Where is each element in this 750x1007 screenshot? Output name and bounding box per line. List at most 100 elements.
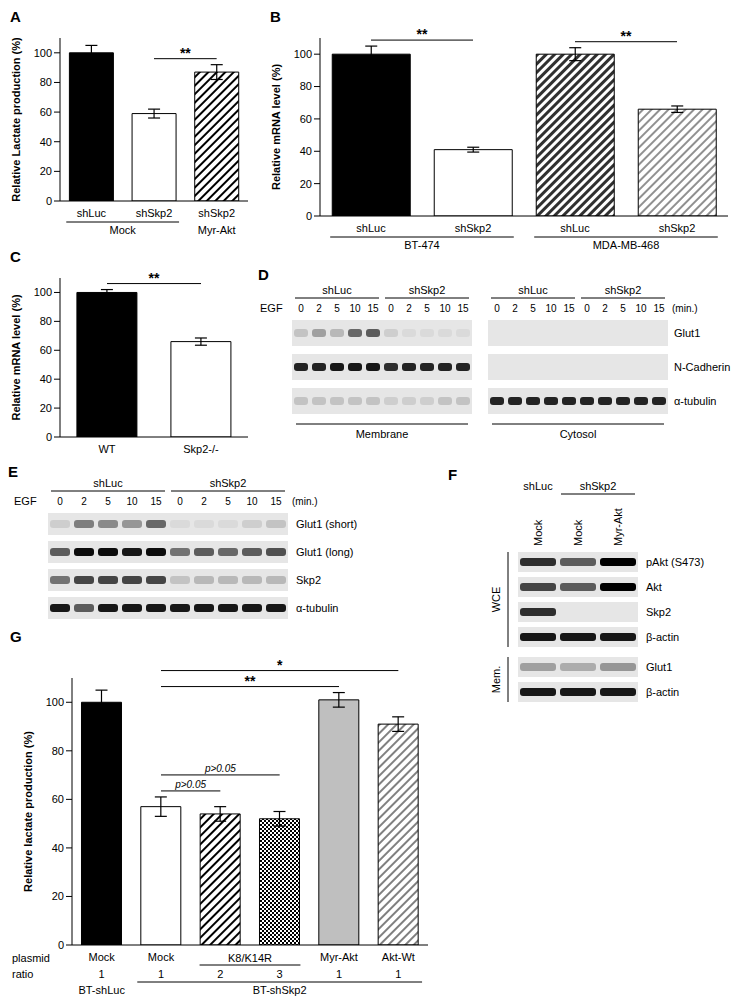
svg-text:Glut1 (long): Glut1 (long) [296,546,353,558]
svg-text:15: 15 [457,303,469,314]
svg-text:Mock: Mock [110,224,137,236]
svg-text:2: 2 [316,303,322,314]
svg-text:5: 5 [424,303,430,314]
svg-text:B: B [270,8,281,25]
svg-text:10: 10 [126,496,138,507]
svg-text:**: ** [621,28,632,44]
svg-text:2: 2 [217,968,223,980]
svg-text:Myr-Akt: Myr-Akt [320,951,358,963]
svg-text:Relative mRNA level (%): Relative mRNA level (%) [10,294,22,420]
svg-text:3: 3 [277,968,283,980]
svg-text:60: 60 [40,344,52,356]
svg-text:60: 60 [52,793,64,805]
svg-text:β-actin: β-actin [646,631,679,643]
svg-text:A: A [10,8,21,25]
svg-text:α-tubulin: α-tubulin [296,602,338,614]
svg-text:0: 0 [177,496,183,507]
svg-text:2: 2 [512,303,518,314]
svg-text:shLuc: shLuc [322,284,352,296]
svg-text:p>0.05: p>0.05 [174,779,206,790]
svg-text:F: F [448,466,457,483]
svg-text:0: 0 [57,496,63,507]
svg-text:p>0.05: p>0.05 [204,763,236,774]
svg-text:(min.): (min.) [672,303,698,314]
svg-text:0: 0 [306,210,312,222]
svg-text:Relative mRNA level (%): Relative mRNA level (%) [270,64,282,190]
svg-text:WCE: WCE [490,587,502,613]
svg-text:shLuc: shLuc [560,222,590,234]
svg-text:Skp2-/-: Skp2-/- [183,443,219,455]
svg-text:Relative Lactate production (%: Relative Lactate production (%) [10,37,22,202]
svg-text:60: 60 [300,113,312,125]
svg-text:10: 10 [439,303,451,314]
svg-text:G: G [10,628,22,645]
svg-text:20: 20 [300,178,312,190]
svg-text:(min.): (min.) [292,496,318,507]
svg-text:40: 40 [300,145,312,157]
svg-text:0: 0 [58,939,64,951]
svg-text:shSkp2: shSkp2 [136,207,173,219]
svg-text:pAkt (S473): pAkt (S473) [646,556,704,568]
svg-text:C: C [10,248,21,265]
svg-text:5: 5 [530,303,536,314]
svg-text:Myr-Akt: Myr-Akt [198,224,236,236]
svg-text:Glut1: Glut1 [674,327,700,339]
svg-text:shSkp2: shSkp2 [580,480,617,492]
svg-text:2: 2 [201,496,207,507]
svg-text:100: 100 [34,286,52,298]
svg-text:Mock: Mock [148,951,175,963]
svg-text:5: 5 [334,303,340,314]
svg-text:80: 80 [40,76,52,88]
svg-text:Membrane: Membrane [356,428,409,440]
svg-text:plasmid: plasmid [12,952,50,964]
svg-text:shSkp2: shSkp2 [455,222,492,234]
svg-text:α-tubulin: α-tubulin [674,395,716,407]
svg-text:10: 10 [635,303,647,314]
svg-text:0: 0 [388,303,394,314]
svg-text:BT-474: BT-474 [404,239,439,251]
svg-text:N-Cadherin: N-Cadherin [674,361,730,373]
svg-text:MDA-MB-468: MDA-MB-468 [593,239,660,251]
svg-text:2: 2 [81,496,87,507]
svg-text:15: 15 [150,496,162,507]
svg-text:5: 5 [620,303,626,314]
svg-text:EGF: EGF [14,495,37,507]
svg-text:0: 0 [584,303,590,314]
svg-text:80: 80 [40,315,52,327]
svg-text:5: 5 [105,496,111,507]
svg-text:40: 40 [40,136,52,148]
svg-text:K8/K14R: K8/K14R [228,952,272,964]
svg-text:shSkp2: shSkp2 [198,207,235,219]
svg-text:ratio: ratio [12,968,33,980]
svg-text:β-actin: β-actin [646,686,679,698]
svg-text:Skp2: Skp2 [296,574,321,586]
svg-text:100: 100 [294,48,312,60]
svg-text:shLuc: shLuc [523,480,553,492]
svg-text:5: 5 [225,496,231,507]
svg-text:shLuc: shLuc [356,222,386,234]
svg-text:shLuc: shLuc [93,477,123,489]
svg-text:E: E [8,463,18,480]
svg-text:15: 15 [270,496,282,507]
svg-text:0: 0 [494,303,500,314]
svg-text:1: 1 [158,968,164,980]
svg-text:Akt-Wt: Akt-Wt [382,951,415,963]
svg-text:shSkp2: shSkp2 [210,477,247,489]
svg-text:10: 10 [246,496,258,507]
svg-text:D: D [258,266,269,283]
svg-text:shLuc: shLuc [77,207,107,219]
svg-text:80: 80 [52,745,64,757]
svg-text:80: 80 [300,80,312,92]
svg-text:Mock: Mock [572,519,584,546]
svg-text:shSkp2: shSkp2 [605,284,642,296]
svg-text:WT: WT [98,443,115,455]
svg-text:shLuc: shLuc [518,284,548,296]
svg-text:15: 15 [367,303,379,314]
svg-text:40: 40 [52,842,64,854]
svg-text:Myr-Akt: Myr-Akt [612,508,624,546]
svg-text:Relative lactate production (%: Relative lactate production (%) [22,731,34,892]
svg-text:*: * [277,657,283,673]
svg-text:1: 1 [336,968,342,980]
svg-text:2: 2 [406,303,412,314]
svg-text:Mem.: Mem. [490,666,502,694]
